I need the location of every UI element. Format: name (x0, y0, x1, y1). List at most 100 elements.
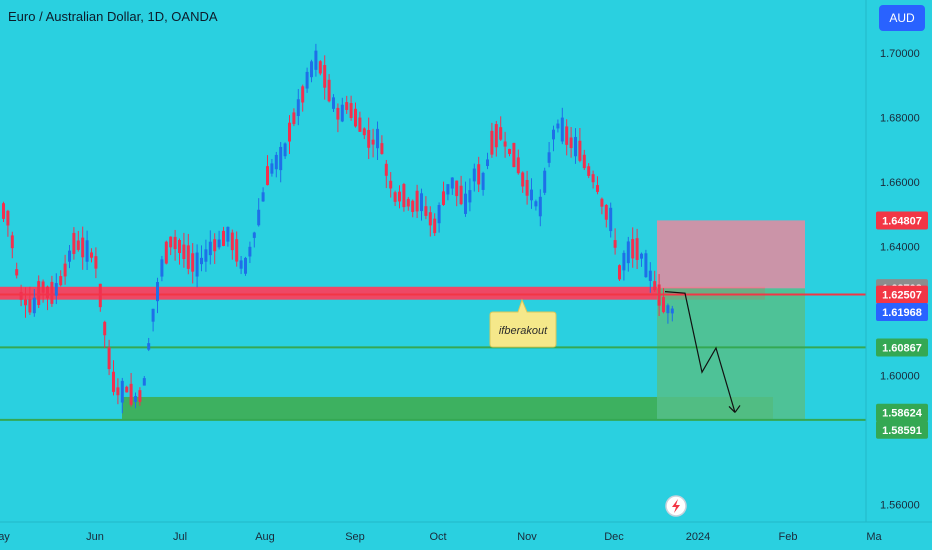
candle (521, 171, 525, 193)
candle (534, 199, 538, 211)
candle (222, 226, 225, 247)
currency-button-label: AUD (889, 11, 915, 25)
candles-layer (2, 43, 674, 414)
candle (468, 178, 472, 212)
candle (653, 270, 657, 292)
candle (569, 127, 573, 158)
candle (552, 125, 555, 152)
candle (178, 238, 181, 265)
candle (257, 198, 261, 227)
candle (46, 285, 49, 311)
candle (415, 184, 419, 219)
candle (116, 378, 120, 405)
x-tick-labels: ay Jun Jul Aug Sep Oct Nov Dec 2024 Feb Ma (0, 531, 883, 543)
candle (230, 229, 234, 260)
candle (472, 163, 476, 192)
candle (32, 289, 36, 317)
candle (63, 254, 67, 285)
resistance-zone[interactable] (0, 286, 765, 300)
svg-text:1.64807: 1.64807 (882, 215, 922, 227)
candle (186, 233, 190, 275)
candle (560, 107, 564, 145)
lightning-icon[interactable] (665, 495, 687, 517)
svg-text:1.58624: 1.58624 (882, 408, 923, 420)
candle (94, 247, 98, 279)
y-tick-label: 1.70000 (880, 48, 920, 60)
candle (213, 233, 217, 264)
candle (107, 339, 111, 376)
candle (217, 230, 221, 250)
candle (490, 122, 494, 158)
x-tick-label: ay (0, 531, 10, 543)
stop-loss-zone[interactable] (657, 220, 805, 289)
candle (37, 275, 41, 309)
candle (296, 89, 300, 126)
price-axis[interactable] (866, 0, 932, 522)
x-tick-label: Nov (517, 531, 537, 543)
currency-button[interactable]: AUD (879, 5, 925, 31)
candle (248, 241, 252, 264)
candle (499, 116, 503, 141)
candle (318, 60, 322, 76)
candle (666, 303, 670, 324)
candle (19, 284, 23, 307)
candle (376, 121, 379, 161)
candle (393, 190, 397, 207)
candle (261, 187, 265, 202)
candle (147, 337, 151, 352)
candle (226, 226, 230, 247)
candle (543, 167, 547, 196)
candle (24, 287, 27, 318)
candle (631, 227, 635, 268)
candle (596, 176, 599, 195)
candle (380, 135, 384, 155)
candle (662, 288, 665, 314)
candle (582, 149, 586, 171)
candle (437, 202, 441, 233)
x-tick-label: Jul (173, 531, 187, 543)
candle (340, 97, 344, 123)
y-tick-label: 1.60000 (880, 370, 920, 382)
candle (195, 244, 199, 288)
projection-arrowhead (728, 405, 741, 413)
candle (565, 119, 569, 156)
candle (358, 111, 362, 132)
x-tick-label: Feb (779, 531, 798, 543)
candle (54, 273, 58, 305)
candle (292, 108, 296, 127)
candle (640, 252, 643, 267)
candle (670, 305, 674, 322)
candle (459, 175, 463, 206)
candle (644, 249, 648, 278)
candle (310, 59, 313, 83)
candle (538, 189, 542, 227)
candle (305, 67, 309, 93)
candle (389, 172, 393, 198)
candle (516, 149, 520, 175)
candle (200, 245, 203, 272)
candle (648, 262, 652, 293)
candle (327, 74, 331, 103)
candle (270, 158, 274, 177)
svg-text:1.60867: 1.60867 (882, 342, 922, 354)
support-zone[interactable] (122, 396, 773, 420)
candle (618, 264, 621, 281)
candle (81, 226, 85, 270)
chart-title: Euro / Australian Dollar, 1D, OANDA (8, 9, 218, 24)
time-axis[interactable] (0, 522, 932, 550)
x-tick-label: Dec (604, 531, 624, 543)
annotation-bubble[interactable]: ifberakout (489, 298, 557, 348)
candle (28, 286, 32, 315)
price-tag: 1.62507 (876, 285, 928, 304)
candle (464, 181, 467, 217)
candle (442, 181, 445, 206)
candle (41, 279, 45, 303)
candle (169, 236, 173, 256)
projection-path[interactable] (664, 291, 736, 413)
candle (578, 127, 582, 163)
candle (15, 262, 19, 279)
candle (156, 277, 159, 314)
x-tick-label: Ma (866, 531, 882, 543)
candle (336, 103, 340, 133)
